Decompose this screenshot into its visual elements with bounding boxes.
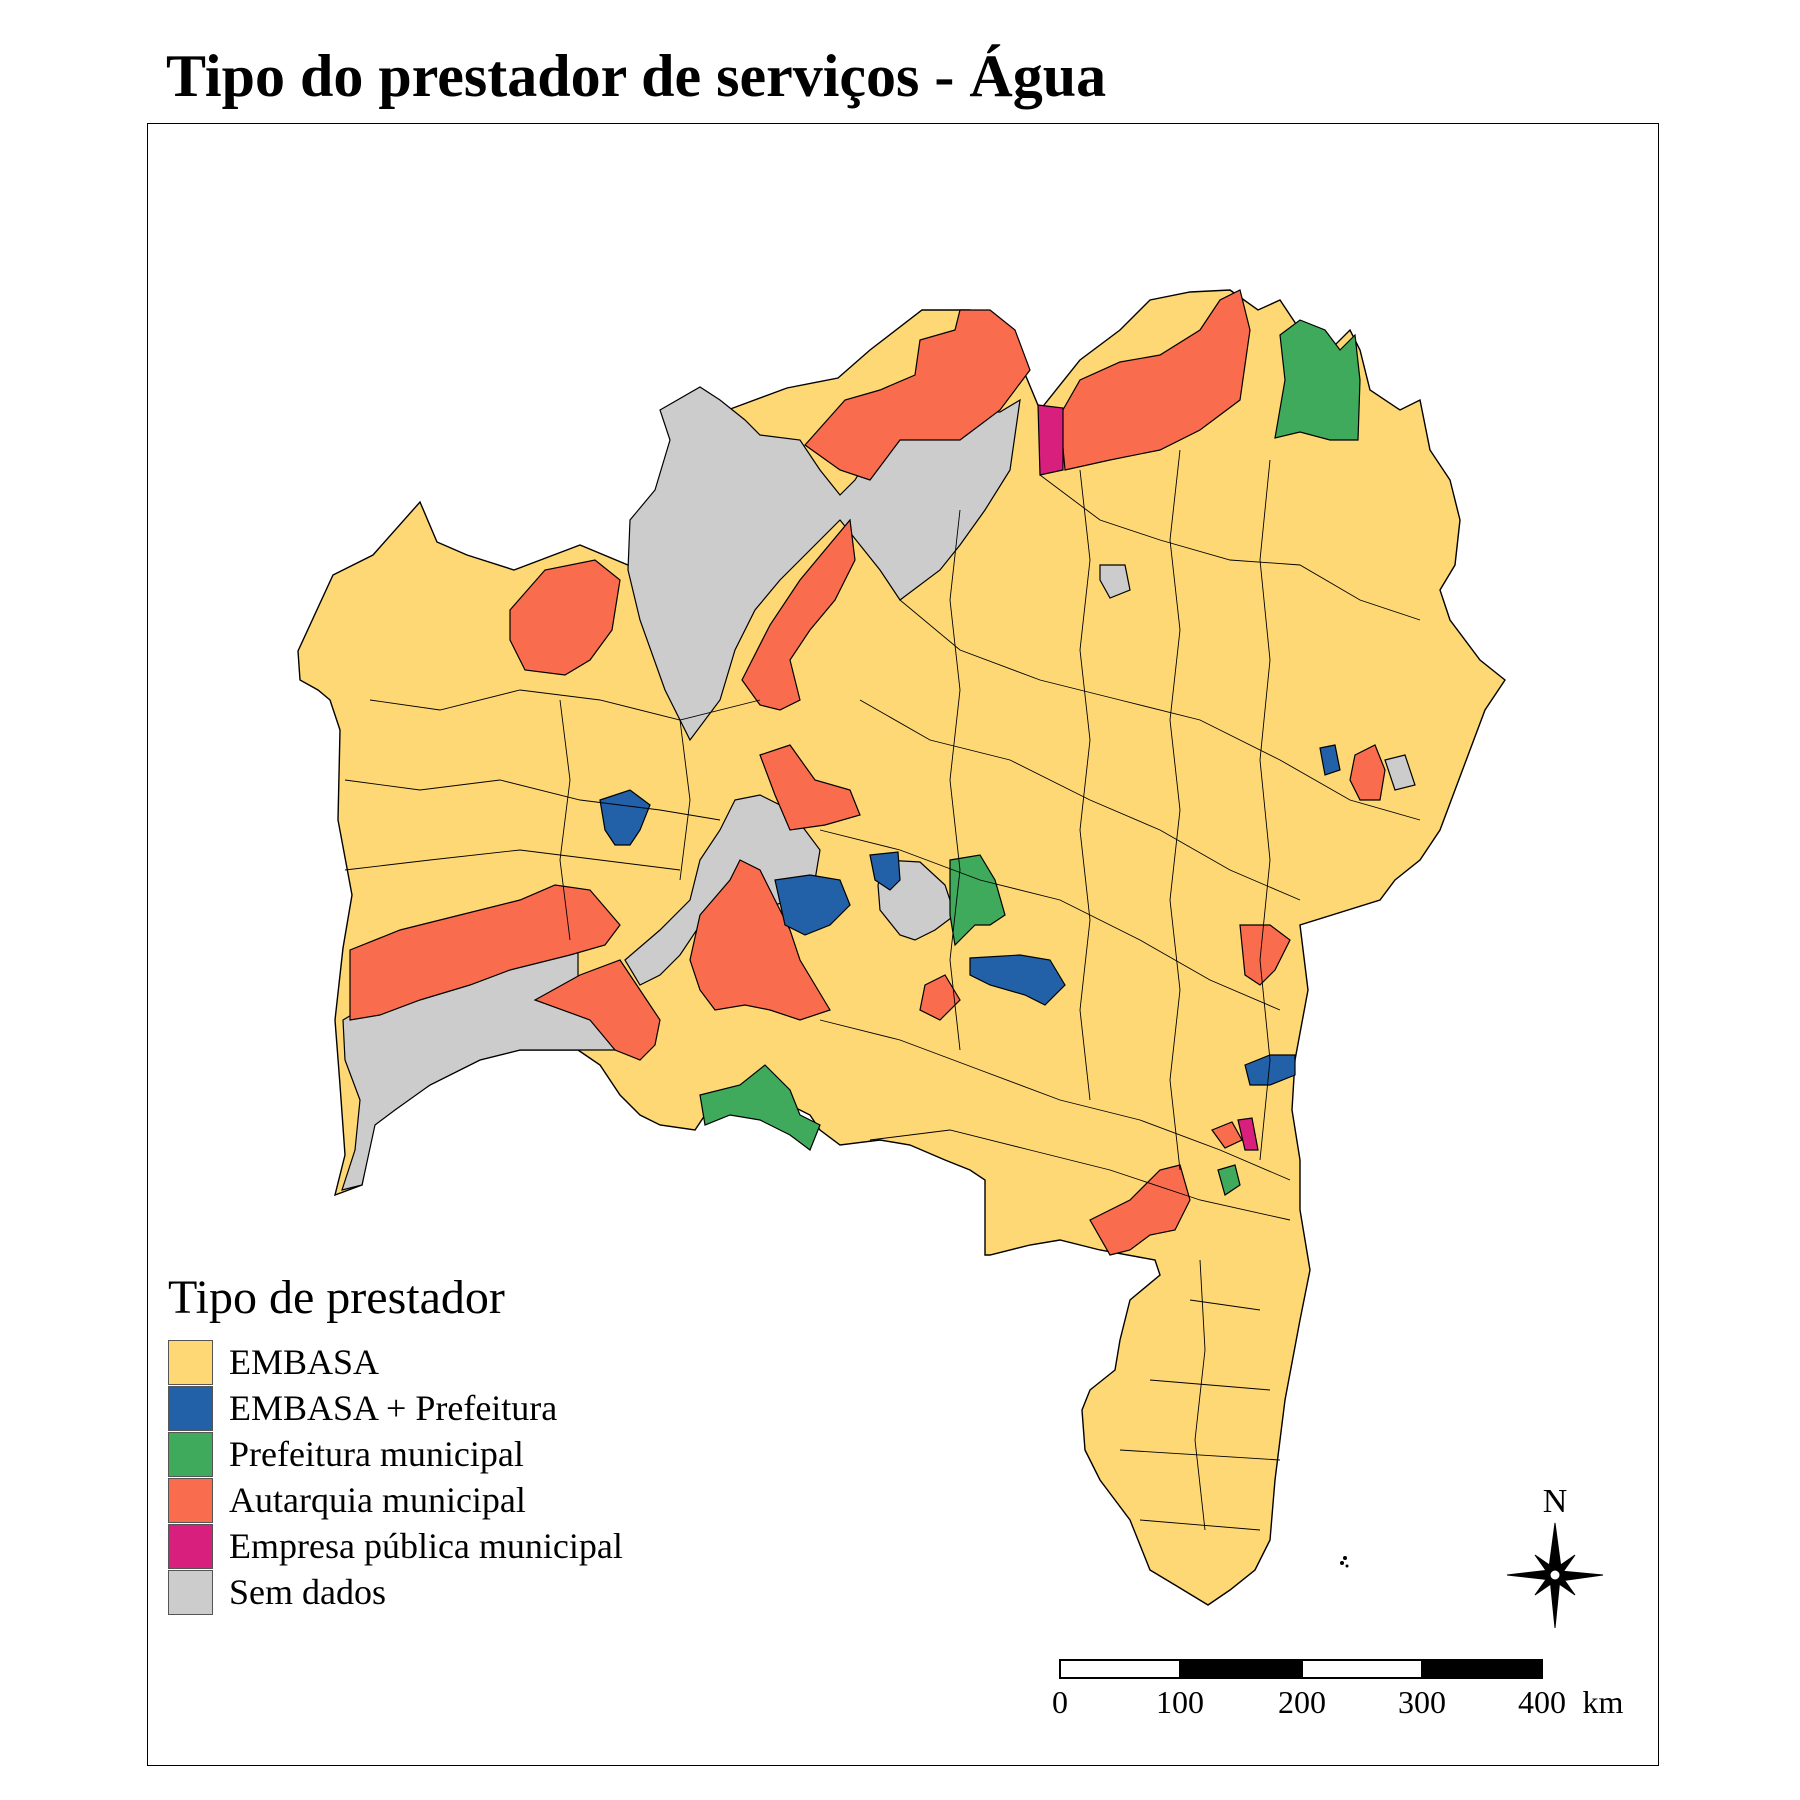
region-empresa-publica-north: [1037, 404, 1064, 476]
region-autarquia-sw: [533, 959, 661, 1061]
region-sem-dados-small-e: [1384, 754, 1416, 791]
scale-label-400: 400: [1518, 1684, 1566, 1720]
legend-item: Sem dados: [168, 1569, 623, 1615]
legend-label: Sem dados: [229, 1572, 386, 1612]
legend-items: EMBASA EMBASA + Prefeitura Prefeitura muni…: [168, 1339, 623, 1615]
legend-item: EMBASA + Prefeitura: [168, 1385, 623, 1431]
scale-segment-3: [1301, 1659, 1423, 1679]
legend-item: Prefeitura municipal: [168, 1431, 623, 1477]
legend-item: EMBASA: [168, 1339, 623, 1385]
legend-title: Tipo de prestador: [168, 1271, 505, 1324]
region-sem-dados-small-ne: [1099, 564, 1131, 599]
region-autarquia-nw: [509, 559, 621, 676]
legend-swatch: [168, 1477, 213, 1523]
legend-item: Empresa pública municipal: [168, 1523, 623, 1569]
legend: Tipo de prestador EMBASA EMBASA + Prefeit…: [168, 1270, 623, 1615]
region-autarquia-center-south: [689, 859, 831, 1021]
region-autarquia-n1: [804, 309, 1031, 481]
map-frame: [147, 123, 1659, 1766]
region-autarquia-central: [759, 744, 861, 831]
legend-swatch: [168, 1523, 213, 1569]
region-autarquia-n2: [1059, 289, 1251, 471]
region-embasa-prefeitura-2: [774, 874, 851, 936]
region-autarquia-east: [1239, 924, 1291, 986]
region-prefeitura-south: [699, 1064, 821, 1151]
legend-label: Autarquia municipal: [229, 1480, 526, 1520]
region-autarquia-west-band: [349, 884, 621, 1021]
legend-label: EMBASA: [229, 1342, 380, 1382]
legend-item: Autarquia municipal: [168, 1477, 623, 1523]
region-embasa-prefeitura-6: [1244, 1054, 1296, 1086]
scale-segment-2: [1179, 1659, 1303, 1679]
scale-label-300: 300: [1398, 1684, 1446, 1720]
region-prefeitura-ne: [1274, 319, 1361, 441]
scale-label-200: 200: [1278, 1684, 1326, 1720]
legend-label: Empresa pública municipal: [229, 1526, 623, 1566]
scale-unit: km: [1582, 1684, 1624, 1720]
region-embasa-prefeitura-4: [969, 954, 1066, 1006]
north-label: N: [1543, 1483, 1568, 1520]
scale-bar-graphic: [1059, 1659, 1543, 1679]
north-arrow: N: [1506, 1483, 1604, 1629]
island-dots: [1340, 1556, 1349, 1568]
legend-swatch: [168, 1431, 213, 1477]
region-empresa-publica-recôncavo: [1237, 1117, 1259, 1151]
legend-label: EMBASA + Prefeitura: [229, 1388, 558, 1428]
region-embasa-prefeitura-3: [869, 851, 901, 891]
scale-bar: 0 100 200 300 400 km: [1052, 1658, 1635, 1720]
region-autarquia-small-center: [919, 974, 961, 1021]
region-sem-dados-north: [627, 386, 1021, 742]
region-prefeitura-recôncavo: [1217, 1164, 1241, 1196]
region-autarquia-south: [1089, 1164, 1191, 1256]
legend-label: Prefeitura municipal: [229, 1434, 524, 1474]
municipal-boundaries: [344, 449, 1421, 1531]
region-autarquia-north-central: [741, 518, 856, 711]
scale-label-0: 0: [1052, 1684, 1068, 1720]
legend-swatch: [168, 1339, 213, 1385]
legend-swatch: [168, 1385, 213, 1431]
region-autarquia-recôncavo: [1211, 1121, 1243, 1149]
region-embasa-prefeitura-5: [1319, 744, 1341, 776]
region-prefeitura-center: [949, 854, 1006, 947]
legend-swatch: [168, 1569, 213, 1615]
scale-segment-4: [1421, 1659, 1543, 1679]
region-autarquia-ne: [1349, 744, 1386, 801]
scale-segment-1: [1059, 1659, 1181, 1679]
map-title: Tipo do prestador de serviços - Água: [166, 43, 1107, 109]
compass-rose-icon: [1506, 1522, 1604, 1629]
scale-label-100: 100: [1156, 1684, 1204, 1720]
